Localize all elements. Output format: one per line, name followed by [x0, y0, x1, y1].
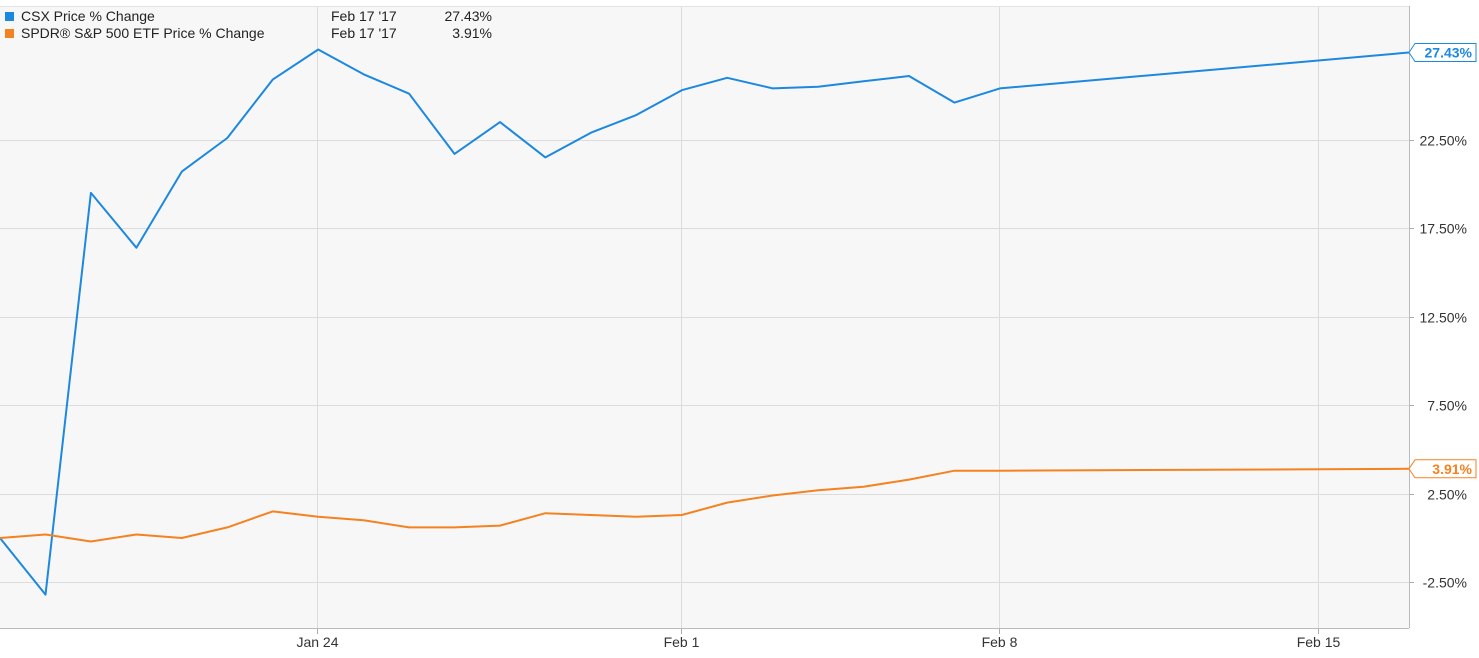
x-tick-label: Feb 8	[982, 634, 1018, 650]
legend-series-name: SPDR® S&P 500 ETF Price % Change	[21, 25, 265, 41]
legend-series-name: CSX Price % Change	[21, 8, 155, 24]
end-value-box	[1408, 42, 1477, 62]
grid-lines	[0, 6, 1409, 628]
legend-value: 27.43%	[444, 8, 492, 24]
legend-date: Feb 17 '17	[331, 8, 397, 24]
y-tick-label: 7.50%	[1427, 398, 1467, 414]
y-tick-label: -2.50%	[1423, 575, 1467, 591]
legend-swatch-spy	[5, 29, 14, 38]
legend-swatch-csx	[5, 12, 14, 21]
axes: 22.50% 17.50% 12.50% 7.50% 2.50% -2.50% Jan 24…	[0, 6, 1467, 650]
legend-date: Feb 17 '17	[331, 25, 397, 41]
y-tick-label: 22.50%	[1420, 133, 1467, 149]
end-value-labels: 27.43% 3.91%	[1408, 42, 1477, 479]
x-tick-label: Jan 24	[296, 634, 338, 650]
series-line-csx	[0, 48, 1410, 596]
legend-entry-csx: CSX Price % Change Feb 17 '17 27.43%	[0, 8, 500, 25]
legend-value: 3.91%	[452, 25, 492, 41]
end-value-label: 27.43%	[1425, 44, 1473, 60]
series-line-spy	[0, 467, 1410, 543]
y-tick-label: 17.50%	[1420, 221, 1467, 237]
legend: CSX Price % Change Feb 17 '17 27.43% SPD…	[0, 8, 500, 42]
x-tick-label: Feb 15	[1297, 634, 1341, 650]
series-lines	[0, 48, 1410, 596]
end-value-badge: 27.43%	[1408, 42, 1477, 62]
legend-entry-spy: SPDR® S&P 500 ETF Price % Change Feb 17 …	[0, 25, 500, 42]
end-value-label: 3.91%	[1432, 461, 1472, 477]
end-value-badge: 3.91%	[1408, 459, 1477, 479]
x-tick-label: Feb 1	[664, 634, 700, 650]
y-tick-label: 12.50%	[1420, 310, 1467, 326]
y-tick-label: 2.50%	[1427, 487, 1467, 503]
end-value-box	[1408, 459, 1477, 479]
